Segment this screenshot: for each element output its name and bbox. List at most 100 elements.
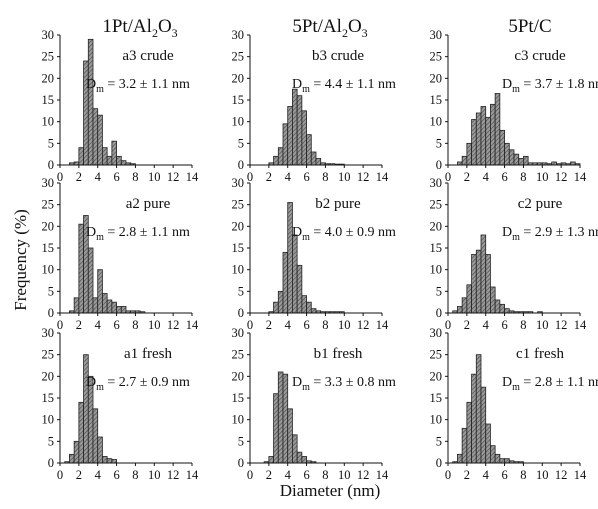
bar: [102, 147, 108, 166]
bar: [273, 301, 279, 314]
panel-title: a2 pure: [126, 196, 171, 212]
y-tick-label: 30: [232, 176, 245, 190]
y-tick-label: 5: [48, 136, 54, 150]
bar: [301, 456, 307, 464]
y-tick-label: 30: [232, 326, 245, 340]
bar: [508, 149, 515, 166]
bar: [116, 155, 122, 166]
bar: [277, 147, 284, 166]
x-tick-label: 8: [132, 468, 138, 482]
y-tick-label: 5: [48, 434, 54, 448]
y-tick-label: 20: [430, 71, 443, 85]
mean-diameter-label: Dm = 2.8 ± 1.1 nm: [502, 375, 598, 393]
mean-diameter-label: Dm = 3.7 ± 1.8 nm: [502, 77, 598, 95]
y-axis-label: Frequency (%): [11, 209, 30, 311]
x-tick-label: 0: [57, 170, 63, 184]
y-tick-label: 20: [430, 219, 443, 233]
y-tick-label: 20: [232, 219, 245, 233]
y-tick-label: 30: [42, 176, 55, 190]
bar: [504, 308, 510, 314]
panel-title: b1 fresh: [314, 346, 363, 362]
bar: [73, 440, 80, 464]
bar: [296, 451, 303, 464]
bar: [296, 95, 303, 166]
bar: [504, 142, 510, 166]
bar: [471, 373, 477, 464]
x-tick-label: 4: [285, 318, 292, 332]
x-tick-label: 12: [167, 170, 180, 184]
x-tick-label: 0: [57, 318, 63, 332]
x-tick-label: 12: [357, 468, 370, 482]
y-tick-label: 10: [42, 413, 55, 427]
bar: [268, 456, 274, 464]
bar: [69, 453, 75, 464]
bar: [310, 308, 317, 314]
y-tick-label: 10: [42, 115, 55, 129]
bar: [287, 106, 293, 166]
x-tick-label: 6: [501, 170, 507, 184]
y-tick-label: 0: [238, 158, 244, 172]
x-tick-label: 2: [464, 468, 470, 482]
bar: [480, 386, 487, 464]
y-tick-label: 0: [238, 306, 244, 320]
bar: [480, 234, 487, 314]
x-tick-label: 14: [186, 170, 199, 184]
x-tick-label: 10: [148, 318, 161, 332]
bar: [292, 234, 298, 314]
bar: [310, 151, 317, 166]
bar: [78, 223, 84, 314]
y-tick-label: 10: [232, 263, 245, 277]
x-tick-label: 0: [445, 318, 451, 332]
bar: [471, 254, 477, 314]
bar: [461, 297, 468, 314]
x-tick-label: 10: [148, 468, 161, 482]
panel-title: b2 pure: [315, 196, 361, 212]
bar: [494, 299, 501, 314]
x-tick-label: 6: [113, 468, 119, 482]
bar: [92, 108, 99, 166]
y-tick-label: 5: [238, 284, 244, 298]
bar: [273, 393, 279, 464]
y-tick-label: 0: [48, 158, 54, 172]
y-tick-label: 0: [48, 306, 54, 320]
y-tick-label: 25: [232, 50, 245, 64]
bar: [97, 114, 103, 166]
mean-diameter-label: Dm = 2.7 ± 0.9 nm: [86, 375, 190, 393]
x-tick-label: 14: [574, 468, 587, 482]
y-tick-label: 25: [42, 198, 55, 212]
y-tick-label: 5: [436, 434, 442, 448]
y-tick-label: 20: [42, 219, 55, 233]
x-tick-label: 2: [464, 170, 470, 184]
mean-diameter-label: Dm = 4.0 ± 0.9 nm: [292, 225, 396, 243]
x-tick-label: 12: [167, 468, 180, 482]
x-tick-label: 2: [266, 318, 272, 332]
x-tick-label: 8: [322, 170, 328, 184]
y-tick-label: 25: [430, 50, 443, 64]
y-tick-label: 15: [42, 391, 55, 405]
y-tick-label: 0: [48, 456, 54, 470]
panel-title: a3 crude: [122, 48, 174, 64]
x-tick-label: 12: [555, 468, 568, 482]
bar: [78, 147, 84, 166]
y-tick-label: 20: [232, 369, 245, 383]
y-tick-label: 5: [238, 136, 244, 150]
bar: [499, 458, 505, 464]
bar: [490, 103, 496, 166]
bar: [315, 158, 322, 166]
panel-title: c3 crude: [514, 48, 566, 64]
y-tick-label: 15: [42, 241, 55, 255]
y-tick-label: 30: [232, 28, 245, 42]
x-tick-label: 4: [285, 468, 292, 482]
x-axis-label: Diameter (nm): [280, 481, 381, 500]
bar: [475, 112, 482, 166]
y-tick-label: 0: [436, 456, 442, 470]
y-tick-label: 10: [430, 413, 443, 427]
bar: [282, 123, 289, 166]
bar: [120, 306, 127, 314]
bar: [466, 142, 472, 166]
bar: [87, 38, 94, 166]
y-tick-label: 10: [430, 263, 443, 277]
bar: [111, 301, 117, 314]
